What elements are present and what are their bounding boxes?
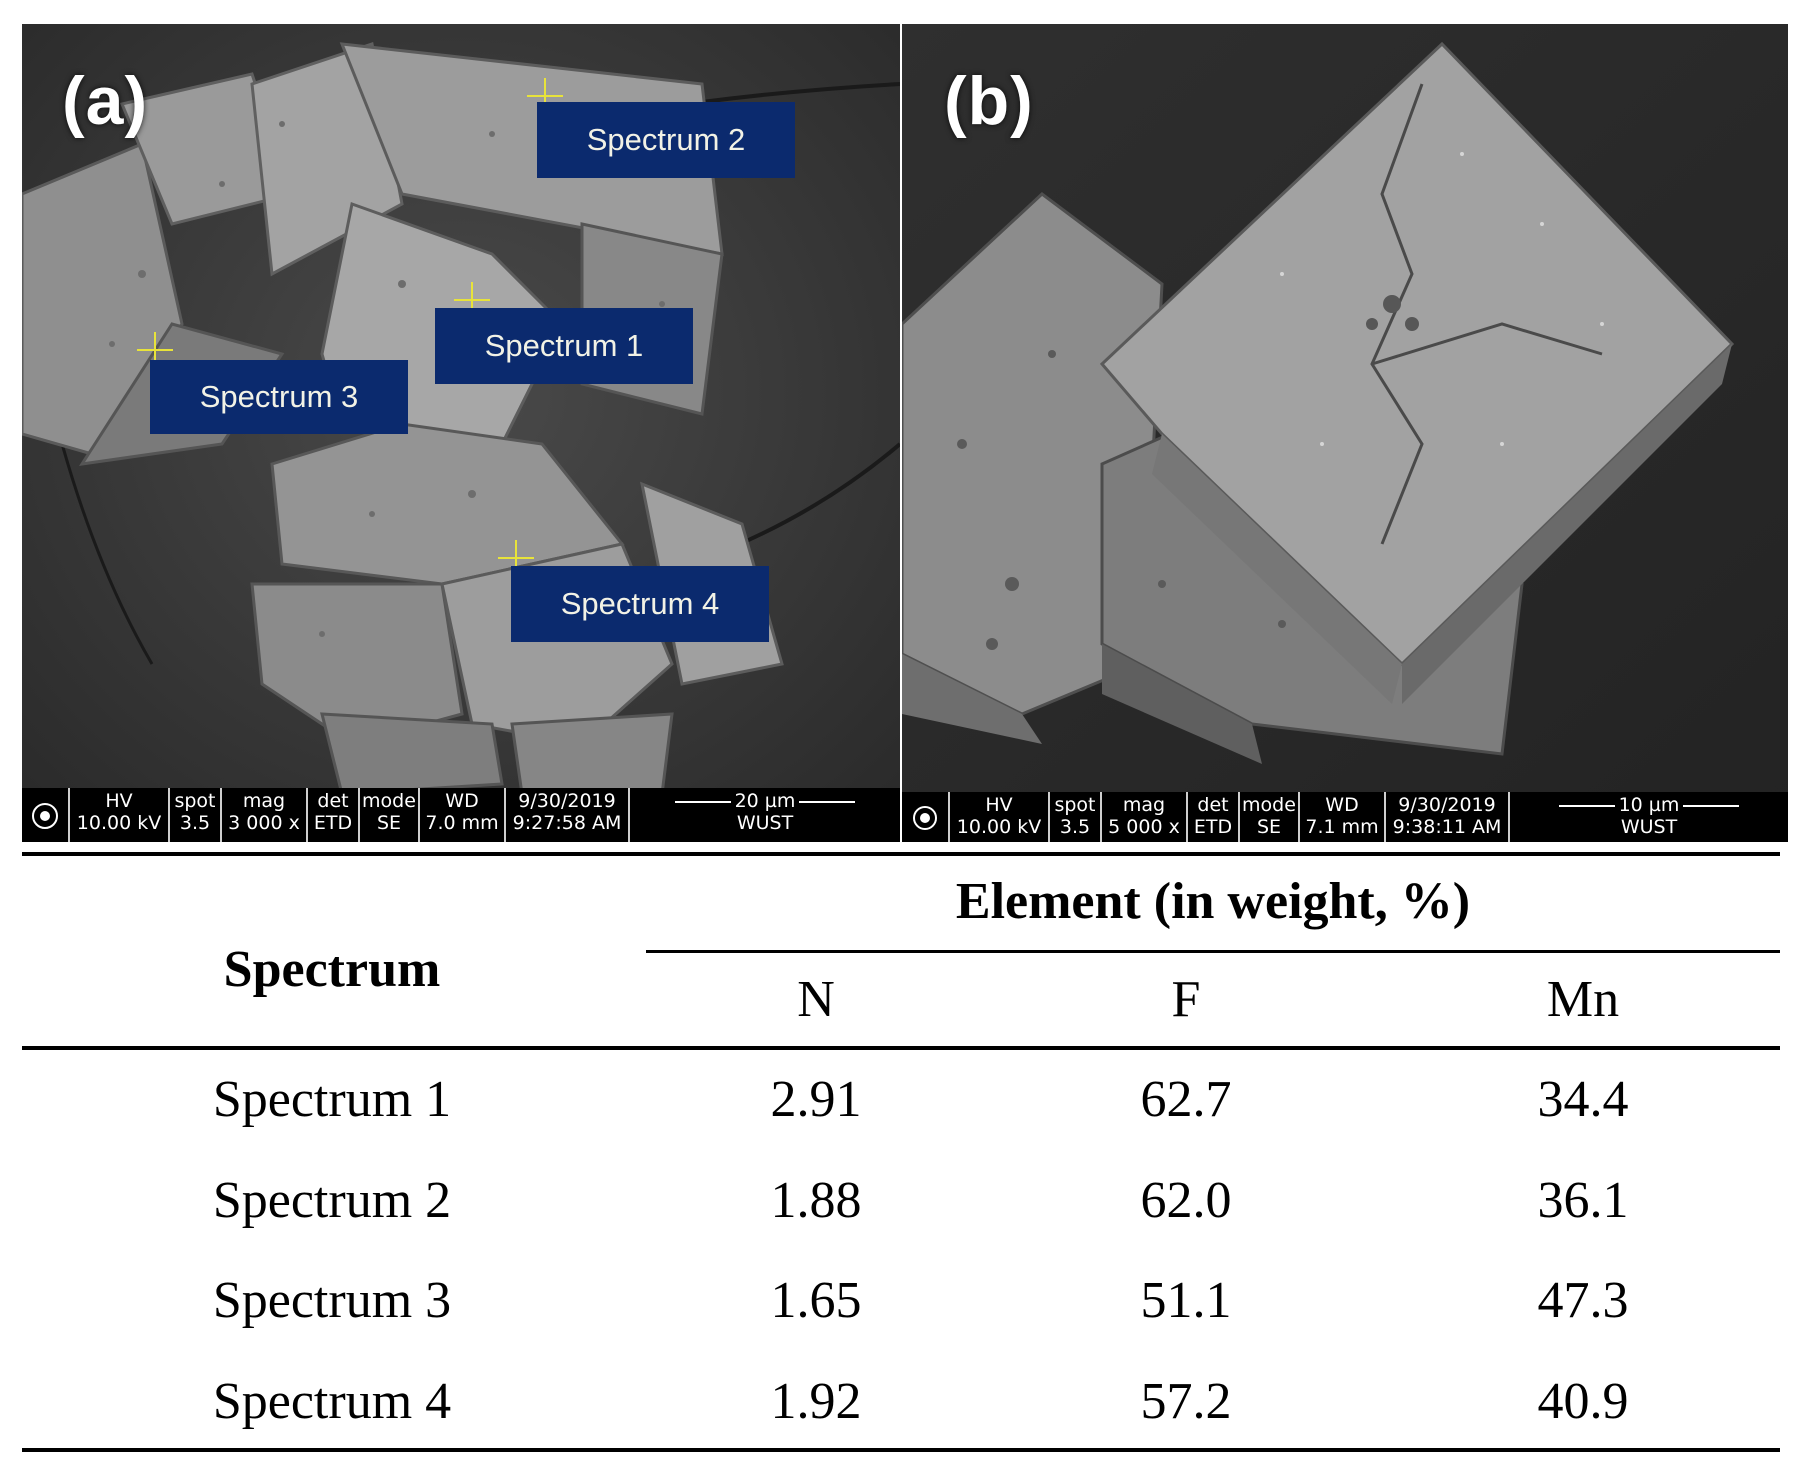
sem-databar-b: HV 10.00 kV spot 3.5 mag 5 000 x det ETD mod…: [902, 792, 1788, 842]
fei-logo-icon: [902, 792, 950, 842]
databar-mag: mag 3 000 x: [222, 788, 308, 842]
cell-mn: 47.3: [1537, 1272, 1629, 1329]
row-label: Spectrum 1: [212, 1071, 452, 1128]
databar-scale: 10 µm WUST: [1510, 792, 1788, 842]
sem-image-panel-a: (a) Spectrum 2 Spectrum 1 Spectrum 3 Spe…: [22, 24, 900, 842]
spectrum-4-marker: [498, 540, 534, 576]
panel-label-b: (b): [944, 63, 1034, 139]
databar-mag: mag 5 000 x: [1102, 792, 1188, 842]
cell-n: 1.88: [770, 1172, 862, 1229]
databar-mode: mode SE: [360, 788, 420, 842]
spectrum-2-label: Spectrum 2: [537, 102, 795, 178]
spectrum-3-label: Spectrum 3: [150, 360, 408, 434]
panel-label-a: (a): [62, 63, 149, 139]
cell-n: 1.92: [770, 1373, 862, 1430]
table-bottom-rule: [22, 1448, 1780, 1452]
cell-n: 2.91: [770, 1071, 862, 1128]
cell-f: 62.0: [1140, 1172, 1232, 1229]
spectrum-2-marker: [527, 78, 563, 114]
databar-wd: WD 7.0 mm: [420, 788, 506, 842]
group-header-rule: [646, 950, 1780, 953]
cell-f: 51.1: [1140, 1272, 1232, 1329]
cell-n: 1.65: [770, 1272, 862, 1329]
org-label: WUST: [1620, 816, 1678, 838]
databar-spot: spot 3.5: [1050, 792, 1102, 842]
cell-mn: 34.4: [1537, 1071, 1629, 1128]
header-bottom-rule: [22, 1046, 1780, 1050]
column-header-mn: Mn: [1546, 971, 1620, 1028]
cell-f: 62.7: [1140, 1071, 1232, 1128]
databar-det: det ETD: [308, 788, 360, 842]
org-label: WUST: [736, 812, 794, 834]
column-header-f: F: [1171, 971, 1201, 1028]
row-header: Spectrum: [223, 941, 441, 998]
cell-mn: 36.1: [1537, 1172, 1629, 1229]
databar-spot: spot 3.5: [170, 788, 222, 842]
row-label: Spectrum 3: [212, 1272, 452, 1329]
spectrum-1-marker: [454, 282, 490, 318]
row-label: Spectrum 2: [212, 1172, 452, 1229]
databar-datetime: 9/30/2019 9:38:11 AM: [1386, 792, 1510, 842]
table-top-rule: [22, 852, 1780, 856]
scale-bar-label: 20 µm: [734, 790, 796, 812]
spectrum-3-marker: [137, 332, 173, 368]
column-header-n: N: [797, 971, 835, 1028]
databar-hv: HV 10.00 kV: [70, 788, 170, 842]
databar-scale: 20 µm WUST: [630, 788, 900, 842]
databar-mode: mode SE: [1240, 792, 1300, 842]
databar-wd: WD 7.1 mm: [1300, 792, 1386, 842]
spectrum-4-label: Spectrum 4: [511, 566, 769, 642]
sem-image-panel-b: (b) HV 10.00 kV spot 3.5 mag 5 000 x det ETD…: [902, 24, 1788, 842]
group-header: Element (in weight, %): [955, 873, 1471, 930]
databar-det: det ETD: [1188, 792, 1240, 842]
scale-bar-label: 10 µm: [1618, 794, 1680, 816]
databar-datetime: 9/30/2019 9:27:58 AM: [506, 788, 630, 842]
fei-logo-icon: [22, 788, 70, 842]
sem-databar-a: HV 10.00 kV spot 3.5 mag 3 000 x det ETD mod…: [22, 788, 900, 842]
cell-mn: 40.9: [1537, 1373, 1629, 1430]
sem-micrograph-b: [902, 24, 1788, 842]
spectrum-1-label: Spectrum 1: [435, 308, 693, 384]
databar-hv: HV 10.00 kV: [950, 792, 1050, 842]
cell-f: 57.2: [1140, 1373, 1232, 1430]
row-label: Spectrum 4: [212, 1373, 452, 1430]
